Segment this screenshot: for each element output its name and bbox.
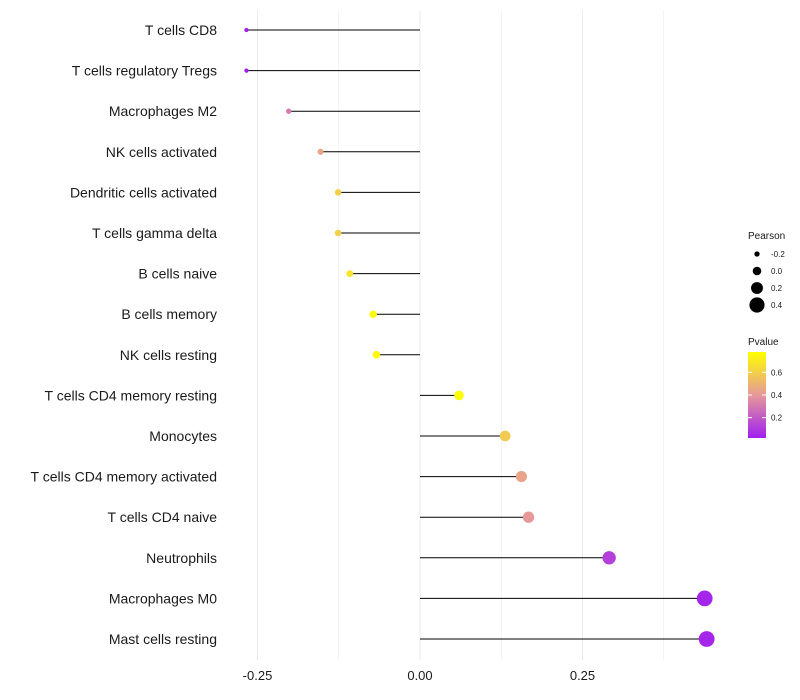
pearson-legend-key	[752, 266, 762, 276]
lollipop-point	[334, 189, 342, 196]
pearson-legend-label: 0.2	[771, 284, 783, 293]
lollipop-point	[372, 351, 381, 359]
category-labels: T cells CD8 T cells regulatory Tregs Macro…	[31, 22, 218, 647]
pvalue-legend-title: Pvalue	[748, 337, 779, 348]
lollipop-point	[286, 108, 292, 114]
pvalue-legend-label: 0.6	[771, 368, 783, 377]
lollipop-point	[515, 471, 527, 483]
category-label: Dendritic cells activated	[70, 184, 217, 200]
pearson-legend-label: 0.4	[771, 301, 783, 310]
category-label: T cells CD4 memory resting	[45, 387, 217, 403]
category-label: Neutrophils	[146, 550, 217, 566]
pearson-legend-label: 0.0	[771, 267, 783, 276]
lollipop-point	[369, 310, 377, 318]
pearson-legend-key	[749, 297, 765, 313]
lollipop-point	[499, 430, 511, 442]
x-tick-labels: -0.25 0.00 0.25	[243, 668, 595, 683]
category-label: Monocytes	[149, 428, 217, 444]
lollipop-point	[334, 229, 342, 237]
lollipop-point	[317, 148, 324, 155]
pearson-legend: Pearson -0.2 0.0 0.2 0.4	[748, 231, 785, 313]
category-label: T cells regulatory Tregs	[72, 63, 217, 79]
pearson-legend-key	[754, 251, 760, 257]
points	[244, 27, 715, 647]
pvalue-colorbar	[748, 352, 766, 438]
lollipop-point	[454, 390, 464, 401]
pvalue-legend: Pvalue 0.6 0.4 0.2	[748, 337, 783, 438]
pvalue-legend-label: 0.4	[771, 391, 783, 400]
category-label: Macrophages M0	[109, 590, 217, 606]
lollipop-point	[698, 631, 715, 647]
category-label: B cells memory	[121, 306, 217, 322]
pearson-legend-label: -0.2	[771, 250, 785, 259]
x-tick-label: 0.25	[570, 668, 595, 683]
category-label: T cells gamma delta	[92, 225, 217, 241]
lollipop-point	[522, 511, 535, 523]
x-tick-label: -0.25	[243, 668, 273, 683]
category-label: T cells CD4 memory activated	[31, 469, 217, 485]
x-tick-label: 0.00	[407, 668, 432, 683]
pvalue-legend-label: 0.2	[771, 414, 783, 423]
lollipop-point	[346, 270, 354, 278]
lollipop-point	[244, 27, 249, 33]
category-label: NK cells resting	[120, 347, 217, 363]
category-label: Macrophages M2	[109, 103, 217, 119]
pearson-legend-key	[751, 282, 763, 294]
category-label: Mast cells resting	[109, 631, 217, 647]
lollipop-point	[696, 590, 713, 607]
grid-lines	[257, 10, 665, 660]
pearson-legend-title: Pearson	[748, 231, 785, 242]
stems	[246, 29, 707, 640]
lollipop-point	[602, 551, 616, 565]
category-label: T cells CD4 naive	[108, 509, 218, 525]
category-label: NK cells activated	[106, 144, 217, 160]
lollipop-point	[244, 68, 249, 73]
category-label: T cells CD8	[145, 22, 217, 38]
category-label: B cells naive	[138, 266, 217, 282]
